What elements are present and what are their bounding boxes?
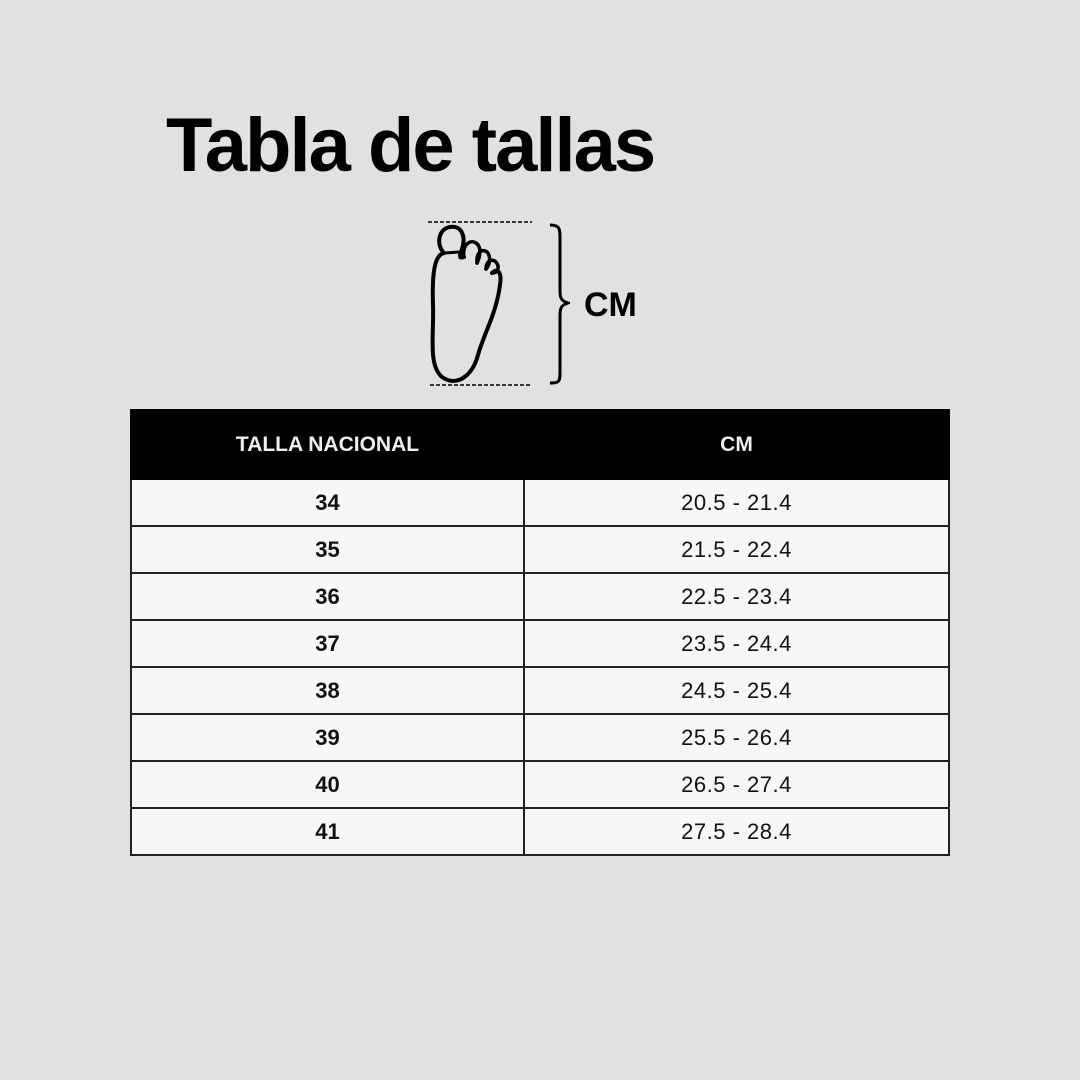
table-row: 40 26.5 - 27.4 xyxy=(130,760,950,809)
page-title: Tabla de tallas xyxy=(166,103,656,188)
cm-range-cell: 25.5 - 26.4 xyxy=(523,713,950,762)
foot-icon xyxy=(428,221,570,386)
column-header-size: TALLA NACIONAL xyxy=(130,409,525,480)
table-row: 39 25.5 - 26.4 xyxy=(130,713,950,762)
cm-range-cell: 21.5 - 22.4 xyxy=(523,525,950,574)
cm-range-cell: 26.5 - 27.4 xyxy=(523,760,950,809)
size-cell: 37 xyxy=(130,619,525,668)
measure-label: CM xyxy=(584,286,637,324)
cm-range-cell: 20.5 - 21.4 xyxy=(523,478,950,527)
cm-range-cell: 23.5 - 24.4 xyxy=(523,619,950,668)
table-row: 36 22.5 - 23.4 xyxy=(130,572,950,621)
cm-range-cell: 24.5 - 25.4 xyxy=(523,666,950,715)
table-row: 38 24.5 - 25.4 xyxy=(130,666,950,715)
size-cell: 34 xyxy=(130,478,525,527)
size-cell: 38 xyxy=(130,666,525,715)
table-row: 37 23.5 - 24.4 xyxy=(130,619,950,668)
size-cell: 36 xyxy=(130,572,525,621)
table-header-row: TALLA NACIONAL CM xyxy=(130,409,950,480)
cm-range-cell: 22.5 - 23.4 xyxy=(523,572,950,621)
table-row: 41 27.5 - 28.4 xyxy=(130,807,950,856)
table-row: 35 21.5 - 22.4 xyxy=(130,525,950,574)
size-cell: 40 xyxy=(130,760,525,809)
size-cell: 41 xyxy=(130,807,525,856)
size-table: TALLA NACIONAL CM 34 20.5 - 21.4 35 21.5 - … xyxy=(130,409,950,856)
size-cell: 35 xyxy=(130,525,525,574)
cm-range-cell: 27.5 - 28.4 xyxy=(523,807,950,856)
size-cell: 39 xyxy=(130,713,525,762)
column-header-cm: CM xyxy=(523,409,950,480)
table-row: 34 20.5 - 21.4 xyxy=(130,478,950,527)
